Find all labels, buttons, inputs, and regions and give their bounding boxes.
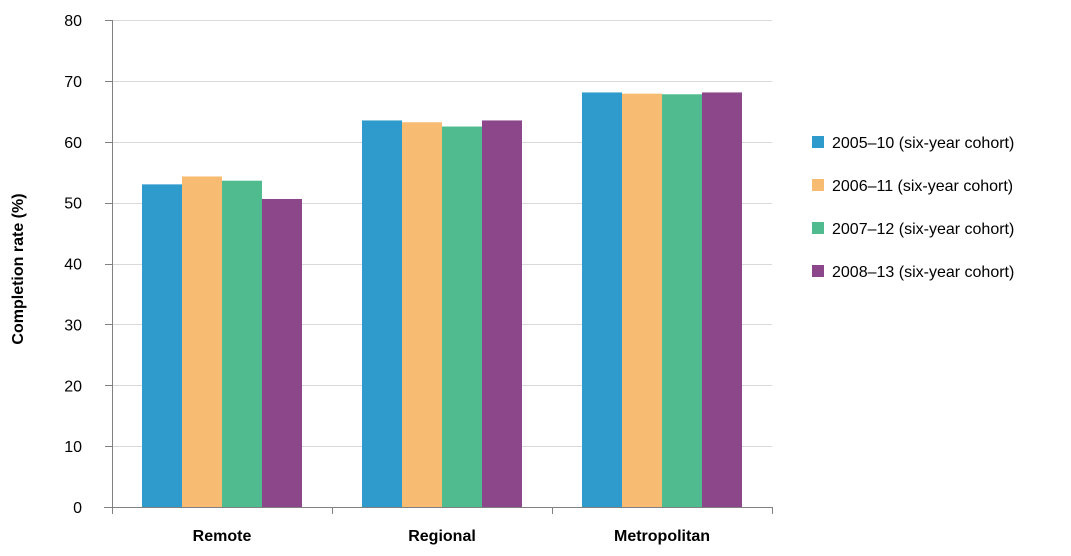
legend-swatch-1 xyxy=(812,136,824,148)
legend-label-3: 2007–12 (six-year cohort) xyxy=(832,221,1014,238)
axes xyxy=(104,20,773,514)
legend-label-2: 2006–11 (six-year cohort) xyxy=(832,178,1013,195)
bar-remote-series-1 xyxy=(142,184,182,508)
x-category-label-metropolitan: Metropolitan xyxy=(614,528,710,545)
legend-swatch-3 xyxy=(812,222,824,234)
x-category-labels: Remote Regional Metropolitan xyxy=(193,528,710,545)
legend-label-4: 2008–13 (six-year cohort) xyxy=(832,264,1014,281)
bar-remote-series-2 xyxy=(182,176,222,508)
y-tick-label-50: 50 xyxy=(64,196,82,213)
legend-swatch-2 xyxy=(812,179,824,191)
legend: 2005–10 (six-year cohort) 2006–11 (six-ye… xyxy=(812,135,1014,281)
legend-label-1: 2005–10 (six-year cohort) xyxy=(832,135,1014,152)
bar-metropolitan-series-1 xyxy=(582,92,622,507)
bar-metropolitan-series-2 xyxy=(622,93,662,507)
y-tick-labels: 0 10 20 30 40 50 60 70 80 xyxy=(64,13,82,517)
legend-swatch-4 xyxy=(812,265,824,277)
bar-regional-series-1 xyxy=(362,120,402,507)
bar-regional-series-2 xyxy=(402,122,442,508)
y-tick-label-10: 10 xyxy=(64,439,82,456)
x-category-label-remote: Remote xyxy=(193,528,252,545)
x-category-label-regional: Regional xyxy=(408,528,476,545)
bars xyxy=(142,92,742,508)
y-axis-title: Completion rate (%) xyxy=(10,193,27,344)
bar-metropolitan-series-3 xyxy=(662,94,702,507)
bar-remote-series-3 xyxy=(222,180,262,507)
bar-regional-series-3 xyxy=(442,126,482,507)
y-tick-label-60: 60 xyxy=(64,135,82,152)
bar-remote-series-4 xyxy=(262,198,302,507)
y-tick-label-70: 70 xyxy=(64,74,82,91)
y-tick-label-40: 40 xyxy=(64,257,82,274)
y-tick-label-20: 20 xyxy=(64,378,82,395)
bar-metropolitan-series-4 xyxy=(702,92,742,507)
y-tick-label-0: 0 xyxy=(73,500,82,517)
y-tick-label-30: 30 xyxy=(64,317,82,334)
y-tick-label-80: 80 xyxy=(64,13,82,30)
bar-regional-series-4 xyxy=(482,120,522,507)
